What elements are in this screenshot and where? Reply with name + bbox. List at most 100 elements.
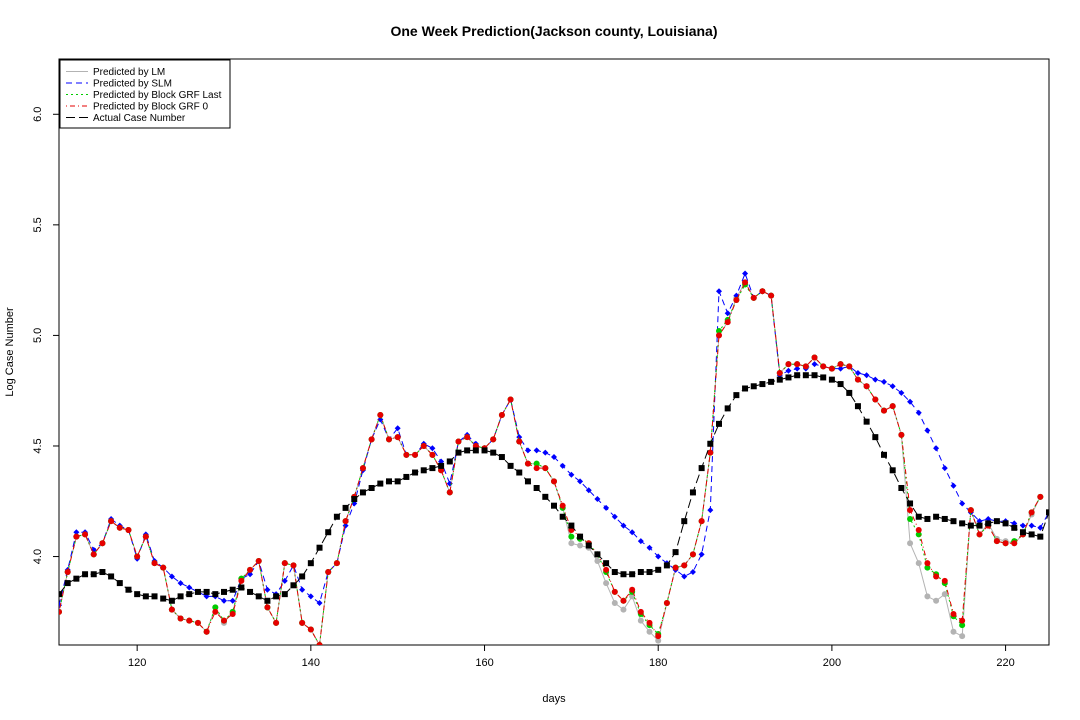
data-point xyxy=(1037,533,1044,540)
x-tick-label: 200 xyxy=(823,657,841,669)
data-point xyxy=(238,577,245,584)
data-point xyxy=(950,518,957,525)
series-layer xyxy=(59,270,1049,645)
data-point xyxy=(108,573,115,580)
data-point xyxy=(759,288,766,295)
legend-box xyxy=(59,59,231,129)
data-point xyxy=(585,487,592,494)
data-point xyxy=(768,292,775,299)
data-point xyxy=(1037,524,1044,531)
data-point xyxy=(429,451,436,458)
data-point xyxy=(394,425,401,432)
data-point xyxy=(881,378,887,385)
data-point xyxy=(368,436,375,443)
data-point xyxy=(698,551,705,558)
data-point xyxy=(73,533,80,540)
data-point xyxy=(490,449,497,456)
data-point xyxy=(837,381,844,388)
data-point xyxy=(316,544,323,551)
data-point xyxy=(464,447,471,454)
data-point xyxy=(837,365,844,372)
data-point xyxy=(759,381,766,388)
data-point xyxy=(455,449,462,456)
data-point xyxy=(629,571,636,578)
data-point xyxy=(611,588,618,595)
data-point xyxy=(776,370,783,377)
data-point xyxy=(394,478,401,485)
data-point xyxy=(933,513,940,520)
data-point xyxy=(551,478,557,485)
data-point xyxy=(967,507,974,514)
data-point xyxy=(907,515,914,522)
data-point xyxy=(915,513,922,520)
data-point xyxy=(351,496,358,503)
data-point xyxy=(889,403,896,410)
data-point xyxy=(168,573,175,580)
data-point xyxy=(924,560,931,567)
data-point xyxy=(542,465,549,472)
data-point xyxy=(134,591,141,598)
data-point xyxy=(993,538,1000,545)
data-point xyxy=(64,569,71,576)
data-point xyxy=(898,389,905,396)
data-point xyxy=(854,376,861,383)
legend-label: Predicted by SLM xyxy=(93,79,172,90)
data-point xyxy=(863,418,870,425)
data-point xyxy=(620,571,627,578)
y-axis: 4.0 4.5 5.0 5.5 6.0 xyxy=(32,107,59,564)
data-point xyxy=(342,518,349,525)
data-point xyxy=(985,520,992,527)
data-point xyxy=(516,438,523,445)
x-tick-label: 140 xyxy=(302,657,320,669)
data-point xyxy=(82,531,89,538)
data-point xyxy=(933,573,940,580)
data-point xyxy=(168,606,175,613)
data-point xyxy=(907,540,914,547)
data-point xyxy=(1046,509,1049,516)
data-point xyxy=(455,438,462,445)
data-point xyxy=(907,398,914,405)
x-tick-label: 160 xyxy=(475,657,493,669)
data-point xyxy=(689,569,696,576)
data-point xyxy=(828,365,835,372)
data-point xyxy=(1028,531,1035,538)
data-point xyxy=(594,557,601,564)
data-point xyxy=(672,564,679,571)
data-point xyxy=(820,374,827,381)
data-point xyxy=(160,564,167,571)
data-point xyxy=(820,363,827,370)
data-point xyxy=(221,588,227,595)
data-point xyxy=(577,478,584,485)
data-point xyxy=(186,617,193,624)
data-point xyxy=(959,622,966,629)
data-point xyxy=(941,577,948,584)
data-point xyxy=(907,507,914,514)
data-point xyxy=(299,586,306,593)
data-point xyxy=(750,294,757,301)
series-line xyxy=(59,281,1041,645)
x-axis-label: days xyxy=(542,693,566,705)
data-point xyxy=(811,361,818,368)
data-point xyxy=(629,529,636,536)
data-point xyxy=(333,513,340,520)
data-point xyxy=(577,533,584,540)
data-point xyxy=(611,569,618,576)
series-line xyxy=(59,272,1049,606)
data-point xyxy=(73,575,80,582)
data-point xyxy=(828,376,835,383)
data-point xyxy=(386,436,392,443)
chart-title: One Week Prediction(Jackson county, Loui… xyxy=(390,23,717,39)
data-point xyxy=(846,363,853,370)
data-point xyxy=(1037,493,1044,500)
data-point xyxy=(229,586,236,593)
data-point xyxy=(976,522,983,529)
data-point xyxy=(524,478,531,485)
data-point xyxy=(533,484,540,491)
y-tick-label: 4.0 xyxy=(32,549,44,564)
data-point xyxy=(802,363,809,370)
data-point xyxy=(524,447,531,454)
data-point xyxy=(959,520,966,527)
data-point xyxy=(186,584,193,591)
data-point xyxy=(959,633,966,640)
data-point xyxy=(559,462,566,469)
